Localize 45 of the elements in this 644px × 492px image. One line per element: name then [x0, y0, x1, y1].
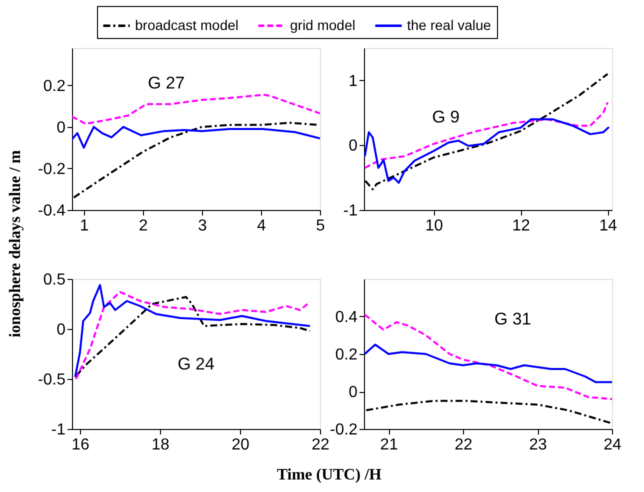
text: G 27: [148, 74, 185, 93]
y-tick-label: 0: [348, 138, 358, 155]
legend-label: the real value: [407, 16, 492, 33]
x-tick-label: 3: [198, 218, 207, 234]
x-tick-label: 2: [138, 218, 148, 234]
y-tick-label: 0: [56, 322, 66, 338]
line-series: [72, 126, 320, 149]
x-tick-label: 23: [529, 436, 548, 454]
y-tick-label: -1: [343, 202, 358, 220]
y-tick-label: 0.2: [335, 346, 358, 364]
line-series: [72, 94, 320, 125]
y-tick-label: -0.2: [38, 160, 66, 178]
x-tick-label: 4: [257, 218, 266, 234]
x-tick-label: 10: [425, 218, 444, 234]
legend-label: grid model: [290, 16, 356, 33]
legend-label: broadcast model: [135, 16, 239, 33]
y-tick-label: 0: [56, 119, 66, 136]
x-tick-label: 22: [454, 436, 473, 454]
x-tick-label: 14: [599, 218, 618, 234]
y-tick-label: 0.4: [335, 309, 358, 326]
x-tick-label: 16: [72, 436, 90, 454]
line-series: [364, 344, 612, 384]
x-tick-label: 24: [604, 436, 622, 454]
y-tick-label: -0.4: [38, 202, 66, 220]
y-tick-label: 0.5: [43, 272, 66, 288]
x-tick-label: 18: [152, 436, 170, 454]
x-tick-label: 21: [380, 436, 398, 454]
line-series: [364, 314, 612, 400]
x-tick-label: 1: [80, 218, 89, 234]
line-series: [364, 101, 609, 169]
x-tick-label: 20: [232, 436, 250, 454]
y-tick-label: 1: [348, 72, 358, 90]
y-tick-label: 0.2: [43, 78, 66, 95]
y-axis-title: ionosphere delays value / m: [6, 149, 24, 338]
x-tick-label: 22: [312, 436, 330, 454]
text: G 31: [494, 310, 532, 328]
x-tick-label: 12: [512, 218, 530, 234]
y-tick-label: -0.2: [330, 422, 358, 438]
y-tick-label: -0.5: [38, 372, 66, 388]
text: G 24: [178, 354, 214, 374]
text: G 9: [432, 108, 460, 127]
y-tick-label: -1: [51, 422, 66, 438]
x-tick-label: 5: [316, 218, 326, 234]
y-tick-label: 0: [348, 384, 358, 401]
x-axis-title: Time (UTC) /H: [276, 466, 382, 484]
